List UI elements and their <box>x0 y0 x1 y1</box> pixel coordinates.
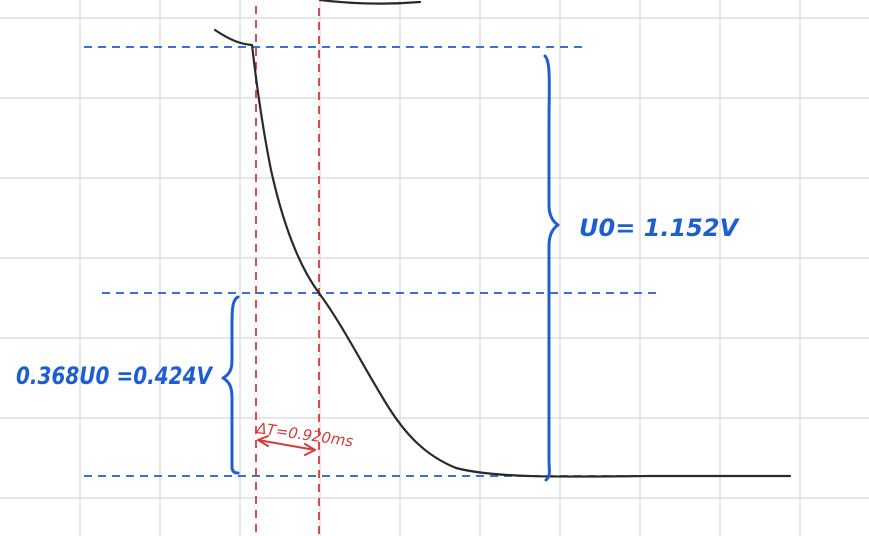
u0-label: U0= 1.152V <box>579 214 741 242</box>
fraction-brace <box>221 295 240 475</box>
delta-t-arrow <box>257 435 316 456</box>
fraction-label: 0.368U0 =0.424V <box>16 362 214 390</box>
delta-t-label: ΔT=0.920ms <box>254 419 354 451</box>
horizontal-dashed-guides <box>84 46 790 477</box>
top-partial-stroke <box>318 0 422 5</box>
u0-brace <box>543 54 560 482</box>
vertical-dashed-guides <box>255 6 320 536</box>
decay-curve <box>213 28 792 478</box>
